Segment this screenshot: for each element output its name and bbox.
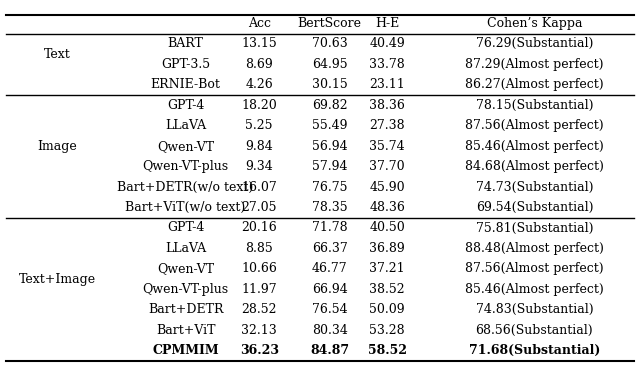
Text: 9.34: 9.34: [245, 160, 273, 173]
Text: 55.49: 55.49: [312, 119, 348, 132]
Text: Bart+ViT(w/o text): Bart+ViT(w/o text): [125, 201, 246, 214]
Text: 88.48(Almost perfect): 88.48(Almost perfect): [465, 242, 604, 255]
Text: 27.05: 27.05: [241, 201, 277, 214]
Text: 75.81(Substantial): 75.81(Substantial): [476, 221, 593, 234]
Text: 56.94: 56.94: [312, 140, 348, 153]
Text: 57.94: 57.94: [312, 160, 348, 173]
Text: H-E: H-E: [375, 17, 399, 30]
Text: 71.68(Substantial): 71.68(Substantial): [468, 344, 600, 357]
Text: ERNIE-Bot: ERNIE-Bot: [150, 78, 221, 91]
Text: 38.36: 38.36: [369, 99, 405, 112]
Text: Text+Image: Text+Image: [19, 273, 96, 286]
Text: 87.56(Almost perfect): 87.56(Almost perfect): [465, 119, 604, 132]
Text: LLaVA: LLaVA: [165, 242, 206, 255]
Text: 69.82: 69.82: [312, 99, 348, 112]
Text: 8.85: 8.85: [245, 242, 273, 255]
Text: 80.34: 80.34: [312, 324, 348, 337]
Text: BertScore: BertScore: [298, 17, 362, 30]
Text: 40.49: 40.49: [369, 37, 405, 50]
Text: Text: Text: [44, 47, 71, 61]
Text: Qwen-VT-plus: Qwen-VT-plus: [143, 160, 228, 173]
Text: 66.37: 66.37: [312, 242, 348, 255]
Text: 76.54: 76.54: [312, 303, 348, 316]
Text: 76.75: 76.75: [312, 181, 348, 194]
Text: Image: Image: [38, 140, 77, 153]
Text: GPT-4: GPT-4: [167, 221, 204, 234]
Text: 85.46(Almost perfect): 85.46(Almost perfect): [465, 140, 604, 153]
Text: 37.70: 37.70: [369, 160, 405, 173]
Text: 78.35: 78.35: [312, 201, 348, 214]
Text: 45.90: 45.90: [369, 181, 405, 194]
Text: 64.95: 64.95: [312, 58, 348, 71]
Text: Bart+DETR(w/o text): Bart+DETR(w/o text): [118, 181, 253, 194]
Text: 28.52: 28.52: [241, 303, 277, 316]
Text: Bart+DETR: Bart+DETR: [148, 303, 223, 316]
Text: 68.56(Substantial): 68.56(Substantial): [476, 324, 593, 337]
Text: 37.21: 37.21: [369, 263, 405, 275]
Text: 27.38: 27.38: [369, 119, 405, 132]
Text: Acc: Acc: [248, 17, 271, 30]
Text: 84.87: 84.87: [310, 344, 349, 357]
Text: 10.66: 10.66: [241, 263, 277, 275]
Text: Cohen’s Kappa: Cohen’s Kappa: [486, 17, 582, 30]
Text: 4.26: 4.26: [245, 78, 273, 91]
Text: 87.56(Almost perfect): 87.56(Almost perfect): [465, 263, 604, 275]
Text: 58.52: 58.52: [368, 344, 406, 357]
Text: 48.36: 48.36: [369, 201, 405, 214]
Text: 11.97: 11.97: [241, 283, 277, 296]
Text: 76.29(Substantial): 76.29(Substantial): [476, 37, 593, 50]
Text: 69.54(Substantial): 69.54(Substantial): [476, 201, 593, 214]
Text: 38.52: 38.52: [369, 283, 405, 296]
Text: 50.09: 50.09: [369, 303, 405, 316]
Text: 53.28: 53.28: [369, 324, 405, 337]
Text: 71.78: 71.78: [312, 221, 348, 234]
Text: 85.46(Almost perfect): 85.46(Almost perfect): [465, 283, 604, 296]
Text: 66.94: 66.94: [312, 283, 348, 296]
Text: 36.23: 36.23: [240, 344, 278, 357]
Text: Qwen-VT: Qwen-VT: [157, 263, 214, 275]
Text: 74.73(Substantial): 74.73(Substantial): [476, 181, 593, 194]
Text: GPT-4: GPT-4: [167, 99, 204, 112]
Text: GPT-3.5: GPT-3.5: [161, 58, 210, 71]
Text: 40.50: 40.50: [369, 221, 405, 234]
Text: 84.68(Almost perfect): 84.68(Almost perfect): [465, 160, 604, 173]
Text: 70.63: 70.63: [312, 37, 348, 50]
Text: Qwen-VT-plus: Qwen-VT-plus: [143, 283, 228, 296]
Text: 13.15: 13.15: [241, 37, 277, 50]
Text: 35.74: 35.74: [369, 140, 405, 153]
Text: 20.16: 20.16: [241, 221, 277, 234]
Text: 33.78: 33.78: [369, 58, 405, 71]
Text: 78.15(Substantial): 78.15(Substantial): [476, 99, 593, 112]
Text: Bart+ViT: Bart+ViT: [156, 324, 215, 337]
Text: CPMMIM: CPMMIM: [152, 344, 219, 357]
Text: 9.84: 9.84: [245, 140, 273, 153]
Text: 23.11: 23.11: [369, 78, 405, 91]
Text: 87.29(Almost perfect): 87.29(Almost perfect): [465, 58, 604, 71]
Text: 16.07: 16.07: [241, 181, 277, 194]
Text: 74.83(Substantial): 74.83(Substantial): [476, 303, 593, 316]
Text: 18.20: 18.20: [241, 99, 277, 112]
Text: 8.69: 8.69: [245, 58, 273, 71]
Text: 86.27(Almost perfect): 86.27(Almost perfect): [465, 78, 604, 91]
Text: 46.77: 46.77: [312, 263, 348, 275]
Text: 36.89: 36.89: [369, 242, 405, 255]
Text: LLaVA: LLaVA: [165, 119, 206, 132]
Text: 32.13: 32.13: [241, 324, 277, 337]
Text: Qwen-VT: Qwen-VT: [157, 140, 214, 153]
Text: 5.25: 5.25: [246, 119, 273, 132]
Text: 30.15: 30.15: [312, 78, 348, 91]
Text: BART: BART: [168, 37, 204, 50]
